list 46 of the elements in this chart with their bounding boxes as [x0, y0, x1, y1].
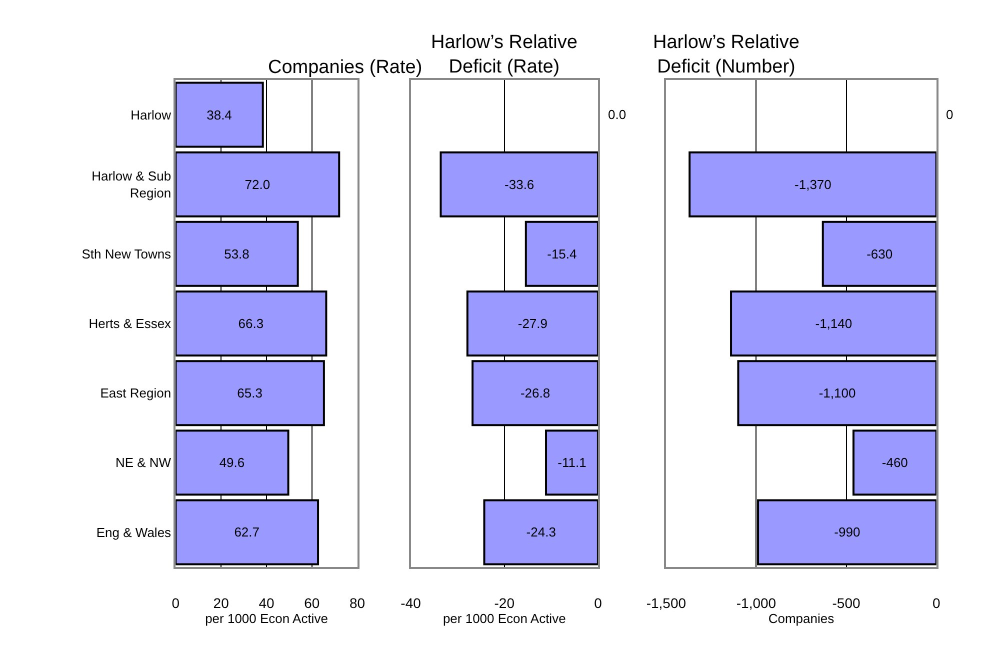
- data-label: -460: [882, 455, 908, 470]
- y-tick-label: Harlow: [130, 107, 172, 122]
- x-tick-label: 20: [213, 594, 230, 611]
- data-label: -26.8: [520, 386, 550, 401]
- y-tick-label: Herts & Essex: [88, 316, 172, 332]
- x-tick-label: -1,000: [736, 594, 776, 611]
- chart-title: Harlow’s Relative Deficit (Rate): [431, 32, 578, 78]
- y-tick-label: Eng & Wales: [96, 524, 172, 540]
- data-label: -990: [834, 524, 860, 540]
- x-tick-label: 0: [594, 594, 602, 611]
- data-label: -24.3: [526, 524, 556, 540]
- data-label: -1,100: [818, 386, 856, 401]
- x-tick-label: 60: [304, 594, 320, 611]
- data-label: 0.0: [608, 107, 626, 122]
- data-label: 53.8: [224, 246, 250, 262]
- x-tick-label: 0: [172, 594, 180, 611]
- data-label: 66.3: [238, 316, 264, 331]
- data-label: -630: [866, 246, 893, 262]
- data-label: -1,370: [794, 176, 832, 192]
- x-tick-label: -40: [400, 594, 422, 611]
- data-label: -11.1: [558, 455, 586, 470]
- x-tick-label: -20: [494, 594, 515, 611]
- data-label: 72.0: [244, 176, 270, 192]
- x-tick-label: -1,500: [646, 594, 686, 611]
- chart-title: Companies (Rate): [268, 57, 422, 78]
- x-tick-label: -500: [832, 594, 860, 611]
- x-axis-title: per 1000 Econ Active: [442, 610, 566, 626]
- data-label: -15.4: [547, 246, 577, 262]
- chart-title: Harlow’s Relative Deficit (Number): [653, 32, 800, 78]
- data-label: -1,140: [815, 316, 852, 331]
- y-tick-label: East Region: [100, 386, 172, 401]
- data-label: 65.3: [237, 386, 262, 401]
- data-label: 62.7: [234, 524, 260, 540]
- data-label: 49.6: [219, 455, 245, 470]
- data-label: -33.6: [504, 176, 534, 192]
- x-tick-label: 0: [932, 594, 940, 611]
- x-tick-label: 40: [258, 594, 274, 611]
- y-tick-label: Sth New Towns: [82, 246, 172, 262]
- x-axis-title: Companies: [768, 610, 835, 626]
- data-label: 38.4: [206, 107, 232, 122]
- x-tick-label: 80: [350, 594, 366, 611]
- y-tick-label: NE & NW: [115, 455, 172, 470]
- y-tick-label: Harlow & Sub Region: [92, 168, 172, 200]
- data-label: 0: [946, 107, 954, 122]
- x-axis-title: per 1000 Econ Active: [205, 610, 328, 626]
- data-label: -27.9: [518, 316, 548, 331]
